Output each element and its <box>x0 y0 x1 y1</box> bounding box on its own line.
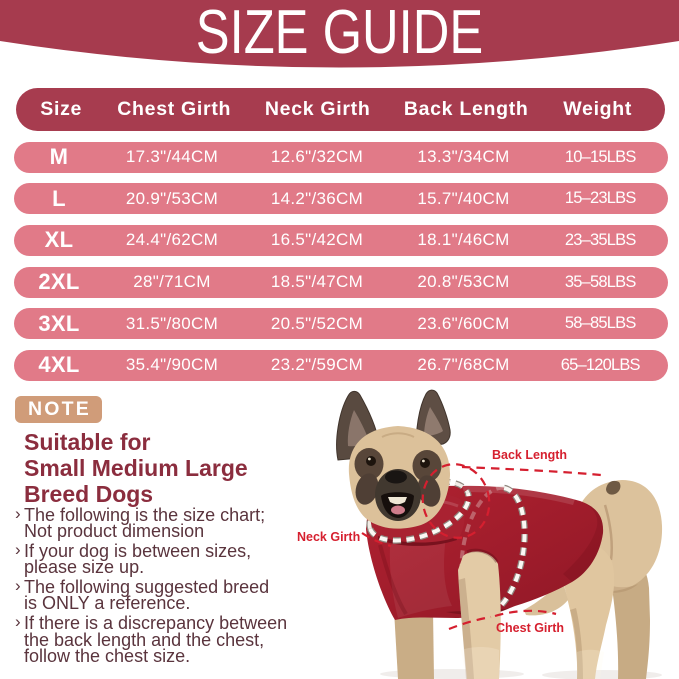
svg-text:Chest Girth: Chest Girth <box>496 621 564 635</box>
svg-text:Back Length: Back Length <box>492 448 567 462</box>
svg-text:Neck Girth: Neck Girth <box>297 530 360 544</box>
